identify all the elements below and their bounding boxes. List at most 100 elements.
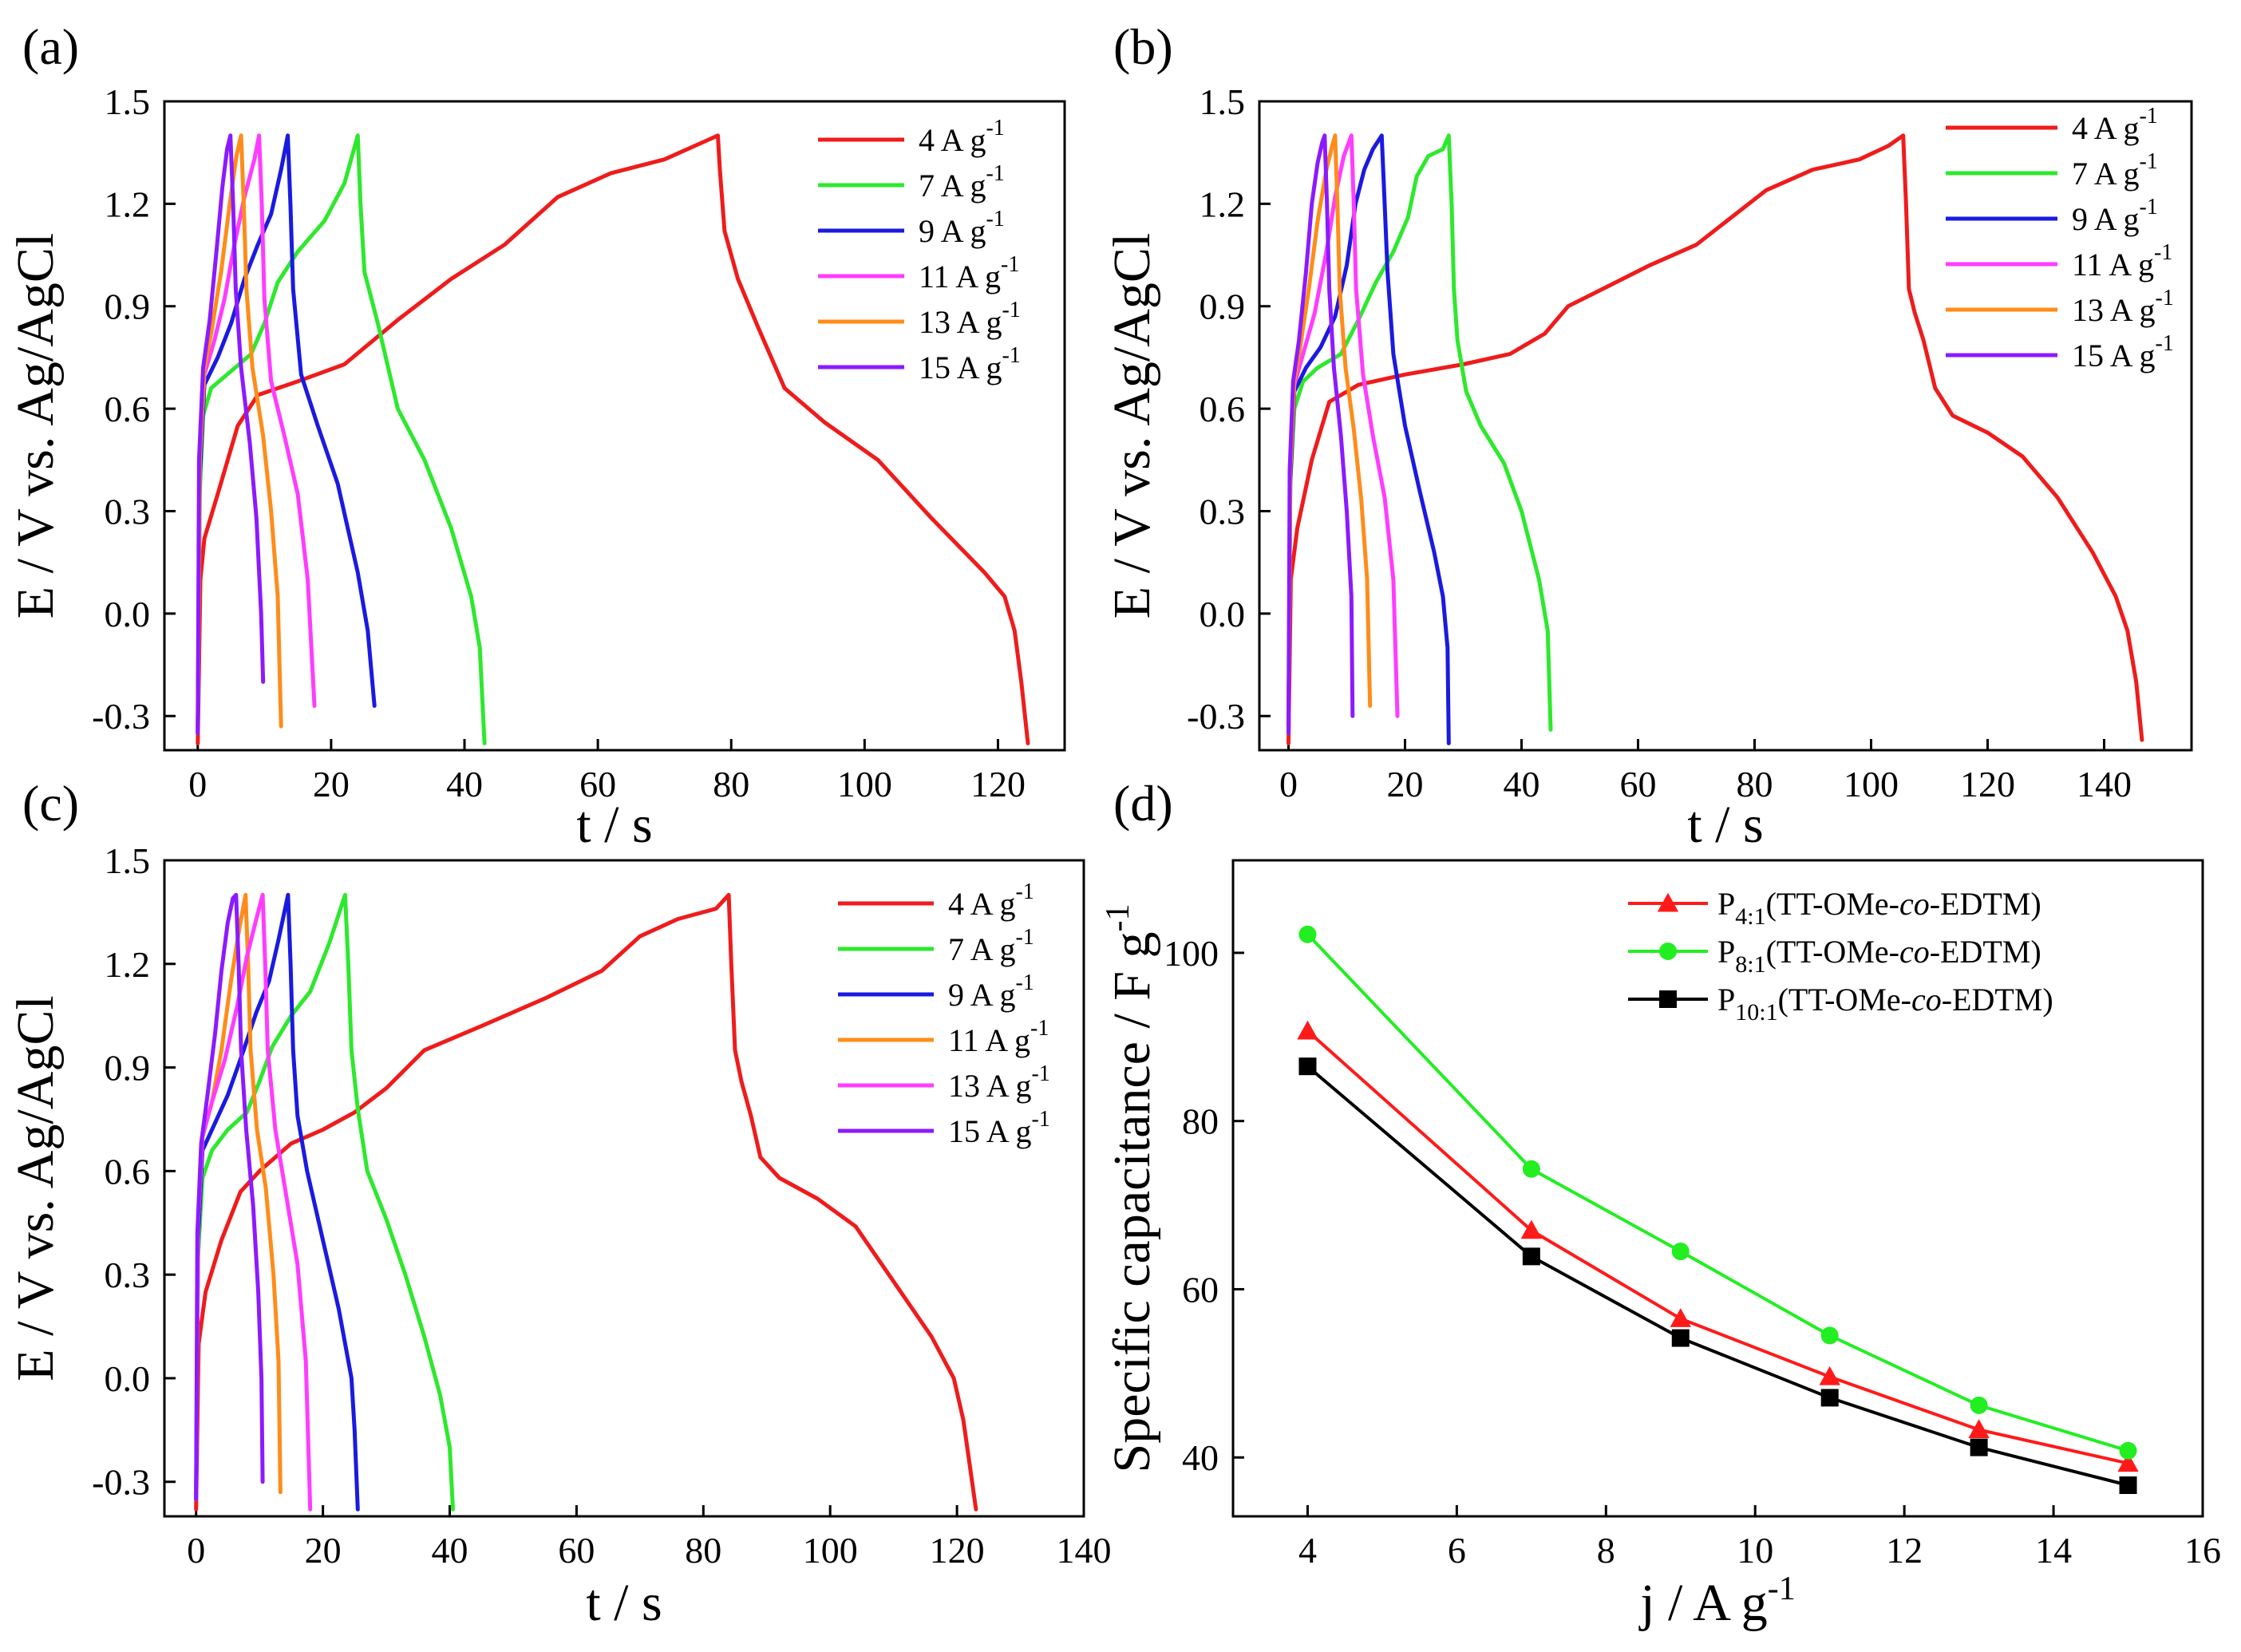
- legend-entry-text: (TT-OMe-: [1778, 982, 1911, 1018]
- x-tick-label: 120: [1960, 764, 2015, 804]
- legend: P4:1(TT-OMe-co-EDTM)P8:1(TT-OMe-co-EDTM)…: [1628, 886, 2053, 1026]
- legend-entry: 13 A g-1: [919, 298, 1021, 340]
- x-axis-label-text: t / s: [586, 1574, 662, 1632]
- y-tick-label: 0.6: [1200, 389, 1246, 429]
- legend-entry-italic: co: [1899, 886, 1930, 922]
- marker-triangle: [1968, 1419, 1990, 1439]
- series-line-2: [1286, 133, 1553, 736]
- marker-triangle: [1819, 1365, 1840, 1385]
- legend-entry-superscript: -1: [1031, 1061, 1049, 1086]
- marker-circle: [1659, 943, 1677, 960]
- panel-2: (b) 0 20 40 60 80 100 120 140 -0.3 0.0 0.3 0.6 0.9 1.2…: [1103, 18, 2193, 854]
- x-tick-label: 0: [1279, 764, 1298, 804]
- x-tick-label: 4: [1298, 1530, 1317, 1571]
- legend-entry: 4 A g-1: [2072, 104, 2158, 146]
- legend-entry: 15 A g-1: [919, 343, 1021, 385]
- legend-entry-text: -EDTM): [1930, 934, 2041, 970]
- y-tick-label: 1.2: [105, 944, 151, 985]
- panel-3: (c) 0 20 40 60 80 100 120 140 -0.3 0.0 0.3 0.6 0.9 1.2…: [6, 775, 1112, 1632]
- y-axis-label-text: E / V vs. Ag/AgCl: [6, 995, 65, 1381]
- series-line-2: [1306, 933, 2129, 1452]
- series-line-4: [1286, 133, 1400, 736]
- legend-entry-text: 7 A g: [919, 168, 986, 204]
- legend-entry: 4 A g-1: [948, 879, 1034, 922]
- marker-square: [2119, 1476, 2137, 1495]
- legend-entry-text: (TT-OMe-: [1766, 886, 1899, 922]
- series-line-2: [194, 892, 455, 1512]
- legend-entry-text: 13 A g: [2072, 292, 2155, 328]
- x-tick-label: 140: [2077, 764, 2132, 804]
- legend-entry-base: P: [1717, 982, 1735, 1018]
- legend-entry-text: 9 A g: [948, 977, 1015, 1013]
- x-tick-label: 120: [930, 1530, 985, 1571]
- x-tick-label: 40: [446, 764, 483, 804]
- legend-entry-base: P: [1717, 934, 1735, 970]
- legend-entry-superscript: -1: [1002, 298, 1020, 322]
- marker-circle: [1671, 1243, 1690, 1261]
- y-tick-label: 0.9: [1200, 287, 1246, 327]
- series-line-4: [196, 133, 317, 736]
- legend-entry-text: 4 A g: [948, 886, 1015, 922]
- series-line-3: [1286, 133, 1451, 745]
- legend-entry-text: 11 A g: [2072, 247, 2154, 283]
- x-tick-label: 8: [1597, 1530, 1615, 1571]
- series-line-3: [196, 133, 377, 736]
- x-axis-label: t / s: [1687, 796, 1763, 854]
- series-line-1: [194, 892, 978, 1512]
- legend-entry: 7 A g-1: [2072, 149, 2158, 192]
- y-tick-label: 0.6: [105, 389, 151, 429]
- x-tick-label: 80: [685, 1530, 721, 1571]
- legend: 4 A g-17 A g-19 A g-111 A g-113 A g-115 …: [838, 879, 1050, 1149]
- marker-circle: [1820, 1326, 1839, 1345]
- x-tick-label: 100: [1844, 764, 1899, 804]
- legend-entry-superscript: -1: [986, 116, 1004, 140]
- x-tick-label: 20: [1387, 764, 1424, 804]
- x-tick-label: 80: [1737, 764, 1773, 804]
- x-tick-label: 60: [579, 764, 616, 804]
- legend-entry: P8:1(TT-OMe-co-EDTM): [1717, 934, 2041, 978]
- x-axis-label: t / s: [576, 796, 652, 854]
- x-axis-label-text: t / s: [1687, 796, 1763, 854]
- marker-circle: [2119, 1441, 2137, 1460]
- x-tick-label: 80: [713, 764, 749, 804]
- series-line-3: [1306, 1065, 2128, 1487]
- legend-entry-text: 9 A g: [2072, 201, 2139, 237]
- series-line-3: [194, 892, 360, 1512]
- y-tick-label: 100: [1164, 933, 1219, 974]
- series-line-1: [1286, 133, 2144, 745]
- x-tick-label: 100: [803, 1530, 858, 1571]
- marker-circle: [1298, 925, 1317, 943]
- marker-square: [1522, 1247, 1540, 1266]
- marker-triangle: [1297, 1020, 1318, 1040]
- plot-frame: [1231, 859, 2204, 1518]
- panel-label: (d): [1113, 775, 1173, 832]
- series-line-6: [194, 892, 265, 1501]
- marker-circle: [1522, 1160, 1540, 1178]
- legend-entry-superscript: -1: [986, 161, 1004, 186]
- x-tick-label: 6: [1448, 1530, 1466, 1571]
- plot-frame: [163, 100, 1066, 752]
- marker-square: [1659, 990, 1677, 1008]
- legend-entry-superscript: -1: [2139, 195, 2157, 219]
- y-axis-label-text: Specific capacitance / F g: [1103, 931, 1161, 1472]
- legend-entry-subscript: 8:1: [1735, 951, 1765, 978]
- legend-entry-superscript: -1: [2155, 331, 2173, 356]
- legend-entry-superscript: -1: [1031, 1107, 1049, 1132]
- legend-entry: 15 A g-1: [948, 1107, 1050, 1149]
- legend-entry: 4 A g-1: [919, 116, 1005, 158]
- y-axis-label: E / V vs. Ag/AgCl: [1103, 233, 1161, 619]
- legend-entry-text: 15 A g: [2072, 338, 2155, 373]
- y-tick-label: 0.0: [105, 1358, 151, 1399]
- x-tick-label: 140: [1057, 1530, 1112, 1571]
- y-tick-label: 1.5: [105, 840, 151, 881]
- y-tick-label: 1.2: [105, 184, 151, 224]
- legend: 4 A g-17 A g-19 A g-111 A g-113 A g-115 …: [818, 116, 1021, 385]
- marker-triangle: [1520, 1219, 1543, 1239]
- legend-entry-text: (TT-OMe-: [1766, 934, 1899, 970]
- y-axis-label-text: E / V vs. Ag/AgCl: [6, 233, 65, 619]
- x-tick-label: 14: [2035, 1530, 2072, 1571]
- panel-1: (a) 0 20 40 60 80 100 120 -0.3 0.0 0.3 0.6 0.9 1.2 1.5…: [6, 18, 1066, 854]
- y-tick-label: 1.2: [1200, 184, 1246, 224]
- legend-entry-superscript: -1: [2139, 149, 2157, 174]
